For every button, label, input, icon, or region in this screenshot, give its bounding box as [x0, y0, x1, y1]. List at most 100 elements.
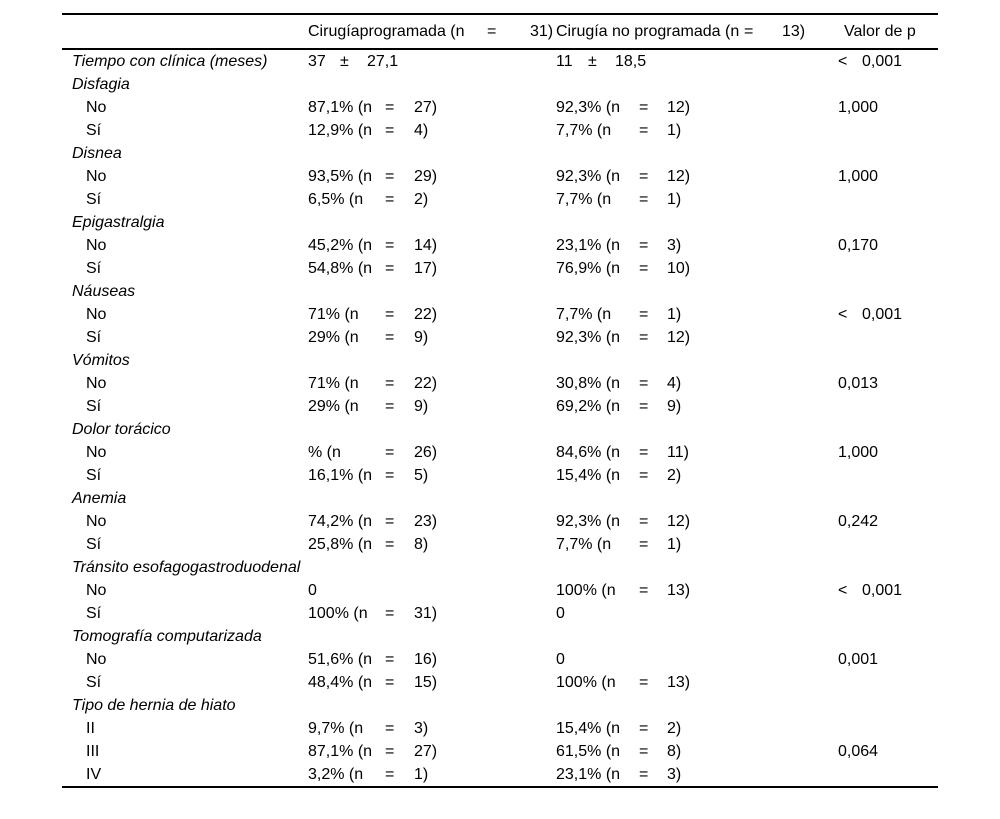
equals-sign: =	[385, 305, 395, 323]
row-label: No	[86, 581, 107, 599]
data-row: No 71% (n = 22) 7,7% (n = 1) <0,001	[62, 303, 938, 326]
equals-sign: =	[385, 765, 395, 783]
value-part: 69,2% (n	[556, 397, 621, 415]
row-label: No	[86, 443, 107, 461]
plus-minus-sign: ±	[340, 52, 349, 70]
equals-sign: =	[744, 22, 754, 40]
programada-cell: 71% (n = 22)	[308, 305, 438, 323]
header-cirugia-programada: Cirugíaprogramada (n = 31)	[308, 14, 556, 50]
row-label: III	[86, 742, 100, 760]
equals-sign: =	[385, 397, 395, 415]
value-part: 7,7% (n	[556, 121, 612, 139]
equals-sign: =	[385, 742, 395, 760]
programada-cell: 74,2% (n = 23)	[308, 512, 438, 530]
programada-cell: 29% (n = 9)	[308, 397, 429, 415]
value-part: 54,8% (n	[308, 259, 373, 277]
value-part: 29% (n	[308, 328, 359, 346]
equals-sign: =	[385, 673, 395, 691]
plus-minus-sign: ±	[588, 52, 597, 70]
value-part: % (n	[308, 443, 341, 461]
equals-sign: =	[639, 535, 649, 553]
value-part: 23,1% (n	[556, 236, 621, 254]
programada-cell: 9,7% (n = 3)	[308, 719, 429, 737]
category-row: Disfagia	[62, 73, 938, 96]
category-row: Epigastralgia	[62, 211, 938, 234]
equals-sign: =	[385, 374, 395, 392]
equals-sign: =	[639, 443, 649, 461]
no-programada-cell: 76,9% (n = 10)	[556, 259, 691, 277]
programada-cell: 37 ±27,1	[308, 52, 399, 70]
data-row: Sí 25,8% (n = 8) 7,7% (n = 1)	[62, 533, 938, 556]
no-programada-cell	[556, 73, 838, 96]
row-label: Náuseas	[72, 282, 136, 300]
row-label: Anemia	[72, 489, 127, 507]
p-value-cell	[838, 119, 938, 142]
data-row: Sí 100% (n = 31) 0	[62, 602, 938, 625]
header-row: Cirugíaprogramada (n = 31) Cirugía no prog…	[62, 14, 938, 50]
value-part: 15,4% (n	[556, 466, 621, 484]
equals-sign: =	[639, 328, 649, 346]
programada-cell: 48,4% (n = 15)	[308, 673, 438, 691]
row-label: No	[86, 512, 107, 530]
p-value-cell	[838, 487, 938, 510]
no-programada-cell: 92,3% (n = 12)	[556, 328, 691, 346]
row-label: Sí	[86, 673, 102, 691]
no-programada-cell: 15,4% (n = 2)	[556, 719, 682, 737]
category-row: Disnea	[62, 142, 938, 165]
data-row: No 93,5% (n = 29) 92,3% (n = 12) 1,000	[62, 165, 938, 188]
value-part: 9,7% (n	[308, 719, 364, 737]
equals-sign: =	[385, 236, 395, 254]
p-value-cell	[838, 671, 938, 694]
p-value-cell	[838, 717, 938, 740]
value-part: 16,1% (n	[308, 466, 373, 484]
value-part: 84,6% (n	[556, 443, 621, 461]
p-value-cell	[838, 326, 938, 349]
row-label: No	[86, 167, 107, 185]
row-label: No	[86, 305, 107, 323]
data-row: No 0 100% (n = 13) <0,001	[62, 579, 938, 602]
programada-cell	[308, 556, 556, 579]
programada-cell	[308, 625, 556, 648]
programada-cell: 87,1% (n = 27)	[308, 742, 438, 760]
p-value-cell: 0,242	[838, 512, 879, 530]
p-value-cell: <0,001	[838, 52, 903, 70]
value-part: Cirugíaprogramada (n	[308, 22, 465, 40]
no-programada-cell	[556, 625, 838, 648]
p-value-cell	[838, 257, 938, 280]
header-empty-cell	[62, 14, 308, 50]
header-cirugia-no-programada: Cirugía no programada (n = 13)	[556, 14, 838, 50]
value-part: 71% (n	[308, 374, 359, 392]
p-value-cell: 1,000	[838, 98, 879, 116]
value-part: 11	[556, 52, 573, 70]
no-programada-cell: 7,7% (n = 1)	[556, 305, 682, 323]
value-part: 87,1% (n	[308, 742, 373, 760]
data-row: III 87,1% (n = 27) 61,5% (n = 8) 0,064	[62, 740, 938, 763]
no-programada-cell	[556, 418, 838, 441]
value-part: 15,4% (n	[556, 719, 621, 737]
equals-sign: =	[385, 259, 395, 277]
row-label: No	[86, 236, 107, 254]
data-row: IV 3,2% (n = 1) 23,1% (n = 3)	[62, 763, 938, 787]
equals-sign: =	[385, 121, 395, 139]
no-programada-cell: 100% (n = 13)	[556, 673, 691, 691]
programada-cell	[308, 142, 556, 165]
value-part: 76,9% (n	[556, 259, 621, 277]
value-part: 100% (n	[308, 604, 368, 622]
value-part: 48,4% (n	[308, 673, 373, 691]
row-label: Sí	[86, 121, 102, 139]
less-than-sign: <	[838, 581, 848, 599]
less-than-sign: <	[838, 305, 848, 323]
row-label: Sí	[86, 535, 102, 553]
no-programada-cell	[556, 280, 838, 303]
row-label: Sí	[86, 328, 102, 346]
p-value-cell	[838, 694, 938, 717]
data-row: Sí 29% (n = 9) 92,3% (n = 12)	[62, 326, 938, 349]
programada-cell	[308, 280, 556, 303]
programada-cell: 71% (n = 22)	[308, 374, 438, 392]
row-label: Sí	[86, 190, 102, 208]
p-value-cell	[838, 763, 938, 787]
no-programada-cell	[556, 556, 838, 579]
p-value-cell: 1,000	[838, 443, 879, 461]
programada-cell: 29% (n = 9)	[308, 328, 429, 346]
data-row: No 45,2% (n = 14) 23,1% (n = 3) 0,170	[62, 234, 938, 257]
